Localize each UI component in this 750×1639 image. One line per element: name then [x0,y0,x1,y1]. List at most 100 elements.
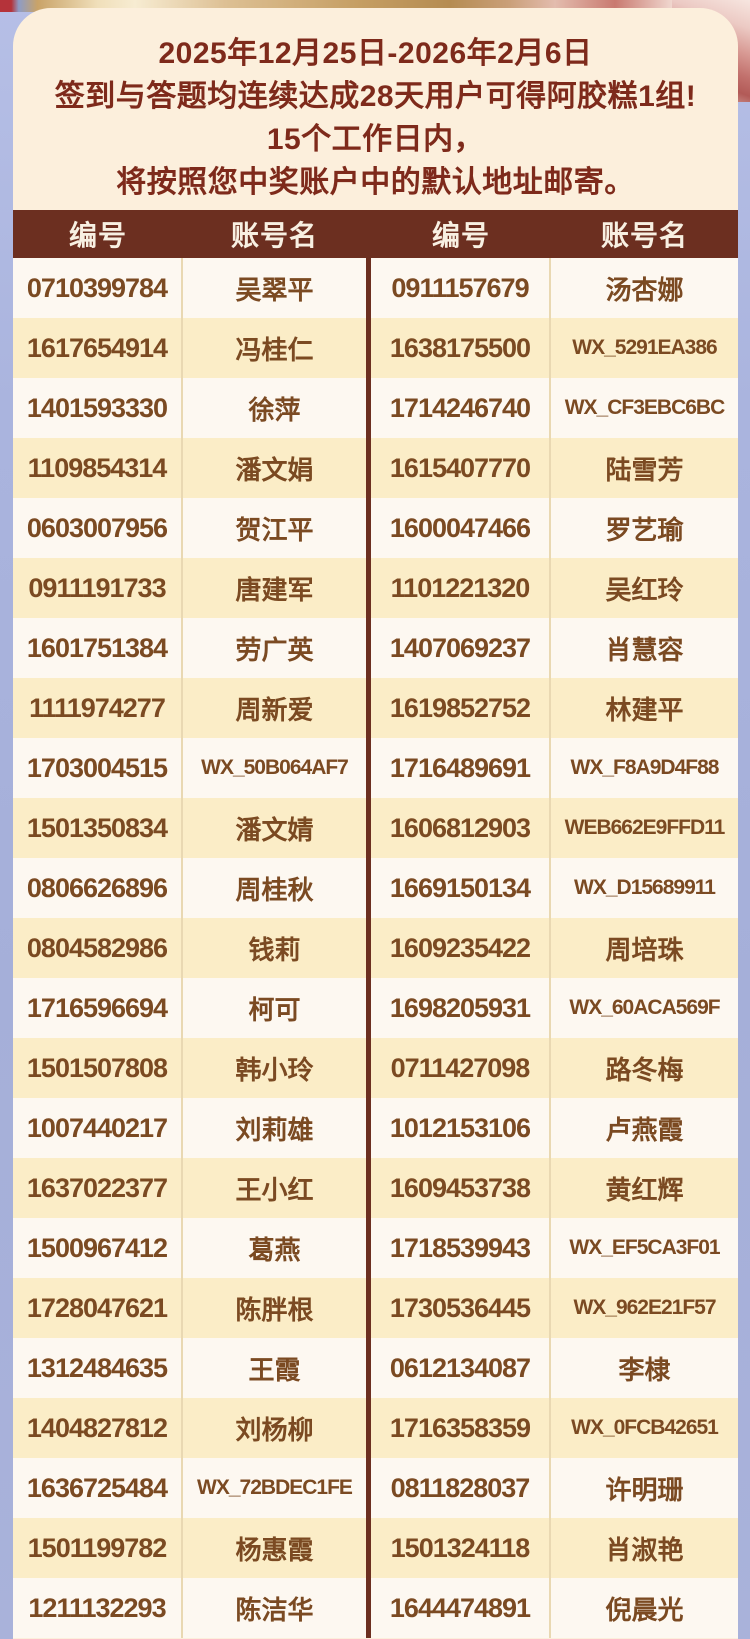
winner-id-right: 1101221320 [371,558,551,618]
winner-name-left: 陈胖根 [235,1294,314,1325]
winner-name-right: WX_F8A9D4F88 [570,756,720,779]
winner-name-left: 徐萍 [248,394,301,425]
winner-id-right: 1501324118 [371,1518,551,1578]
winner-id-left: 1500967412 [13,1218,183,1278]
winner-name-left: 潘文娟 [235,454,314,485]
center-divider [366,978,371,1038]
winner-id-left: 1501350834 [13,798,183,858]
winner-id-left: 1007440217 [13,1098,183,1158]
winner-id-right: 1644474891 [371,1578,551,1638]
table-row: 1716596694 柯可 1698205931 WX_60ACA569F [13,978,738,1038]
center-divider [366,318,371,378]
winner-id-right: 1698205931 [371,978,551,1038]
table-row: 1312484635 王霞 0612134087 李棣 [13,1338,738,1398]
table-row: 1601751384 劳广英 1407069237 肖慧容 [13,618,738,678]
table-row: 0710399784 吴翠平 0911157679 汤杏娜 [13,258,738,318]
winner-name-left: 贺江平 [235,514,314,545]
table-row: 0603007956 贺江平 1600047466 罗艺瑜 [13,498,738,558]
winner-id-right: 1407069237 [371,618,551,678]
winner-name-right: 汤杏娜 [605,274,684,305]
winner-id-left: 1312484635 [13,1338,183,1398]
winner-id-right: 1609235422 [371,918,551,978]
table-row: 0806626896 周桂秋 1669150134 WX_D15689911 [13,858,738,918]
winner-name-right: 罗艺瑜 [605,514,684,545]
winner-name-right: WX_EF5CA3F01 [569,1236,720,1259]
table-row: 0804582986 钱莉 1609235422 周培珠 [13,918,738,978]
winner-name-left: WX_72BDEC1FE [197,1476,353,1499]
notice-shipping-days: 15个工作日内， [266,123,485,156]
winner-name-right: 肖淑艳 [605,1534,684,1565]
notice-shipping-address: 将按照您中奖账户中的默认地址邮寄。 [116,166,635,199]
winner-id-right: 1606812903 [371,798,551,858]
notice-card: 2025年12月25日-2026年2月6日 签到与答题均连续达成28天用户可得阿… [13,8,738,1639]
winner-name-left: 王小红 [235,1174,314,1205]
center-divider [366,1098,371,1158]
table-row: 0911191733 唐建军 1101221320 吴红玲 [13,558,738,618]
winner-id-right: 1730536445 [371,1278,551,1338]
winner-id-left: 1636725484 [13,1458,183,1518]
table-header-row: 编号 账号名 编号 账号名 [13,210,738,258]
winner-name-left: 周桂秋 [235,874,314,905]
table-row: 1404827812 刘杨柳 1716358359 WX_0FCB42651 [13,1398,738,1458]
winner-name-right: WX_0FCB42651 [571,1416,719,1439]
center-divider [366,1218,371,1278]
center-divider [366,1398,371,1458]
table-row: 1211132293 陈洁华 1644474891 倪晨光 [13,1578,738,1638]
winner-name-right: 吴红玲 [605,574,684,605]
table-row: 1109854314 潘文娟 1615407770 陆雪芳 [13,438,738,498]
winner-id-left: 1404827812 [13,1398,183,1458]
header-id-left: 编号 [68,220,127,251]
table-row: 1636725484 WX_72BDEC1FE 0811828037 许明珊 [13,1458,738,1518]
table-row: 1501350834 潘文婧 1606812903 WEB662E9FFD11 [13,798,738,858]
center-divider [366,618,371,678]
winner-name-left: 韩小玲 [235,1054,314,1085]
winner-name-left: 刘莉雄 [235,1114,314,1145]
winner-name-right: 周培珠 [605,934,684,965]
winner-id-right: 1609453738 [371,1158,551,1218]
winner-name-right: 肖慧容 [605,634,684,665]
table-row: 1500967412 葛燕 1718539943 WX_EF5CA3F01 [13,1218,738,1278]
winner-name-left: 冯桂仁 [235,334,314,365]
header-id-right: 编号 [431,220,490,251]
prize-notice: 2025年12月25日-2026年2月6日 签到与答题均连续达成28天用户可得阿… [13,8,738,204]
center-divider [366,258,371,318]
winner-name-left: 周新爱 [235,694,314,725]
winner-name-right: 林建平 [605,694,684,725]
winner-name-right: WX_D15689911 [574,876,716,899]
winner-id-left: 1601751384 [13,618,183,678]
winner-name-left: 劳广英 [235,634,314,665]
winner-name-left: 吴翠平 [235,274,314,305]
winner-name-left: 刘杨柳 [235,1414,314,1445]
center-divider [366,1578,371,1638]
winner-id-right: 1716358359 [371,1398,551,1458]
center-divider [366,678,371,738]
winner-name-left: 葛燕 [248,1234,301,1265]
winner-name-right: 倪晨光 [605,1594,684,1625]
winner-id-right: 0811828037 [371,1458,551,1518]
table-row: 1501199782 杨惠霞 1501324118 肖淑艳 [13,1518,738,1578]
winner-id-left: 0806626896 [13,858,183,918]
center-divider [366,1158,371,1218]
center-divider [366,798,371,858]
center-divider [366,1278,371,1338]
winner-id-right: 0612134087 [371,1338,551,1398]
winner-id-left: 1716596694 [13,978,183,1038]
winner-id-right: 1615407770 [371,438,551,498]
winner-id-right: 1716489691 [371,738,551,798]
winner-id-left: 0710399784 [13,258,183,318]
winner-name-right: 黄红辉 [605,1174,684,1205]
winner-id-left: 0804582986 [13,918,183,978]
winner-name-left: 唐建军 [235,574,314,605]
winner-name-left: 潘文婧 [235,814,314,845]
header-name-right: 账号名 [600,220,688,251]
center-divider [366,558,371,618]
winner-name-right: 李棣 [618,1354,671,1385]
notice-date-range: 2025年12月25日-2026年2月6日 [158,37,593,70]
winner-id-left: 0911191733 [13,558,183,618]
center-divider [366,858,371,918]
center-divider [366,1458,371,1518]
winner-name-left: WX_50B064AF7 [201,756,349,779]
table-row: 1111974277 周新爱 1619852752 林建平 [13,678,738,738]
winner-id-left: 1109854314 [13,438,183,498]
